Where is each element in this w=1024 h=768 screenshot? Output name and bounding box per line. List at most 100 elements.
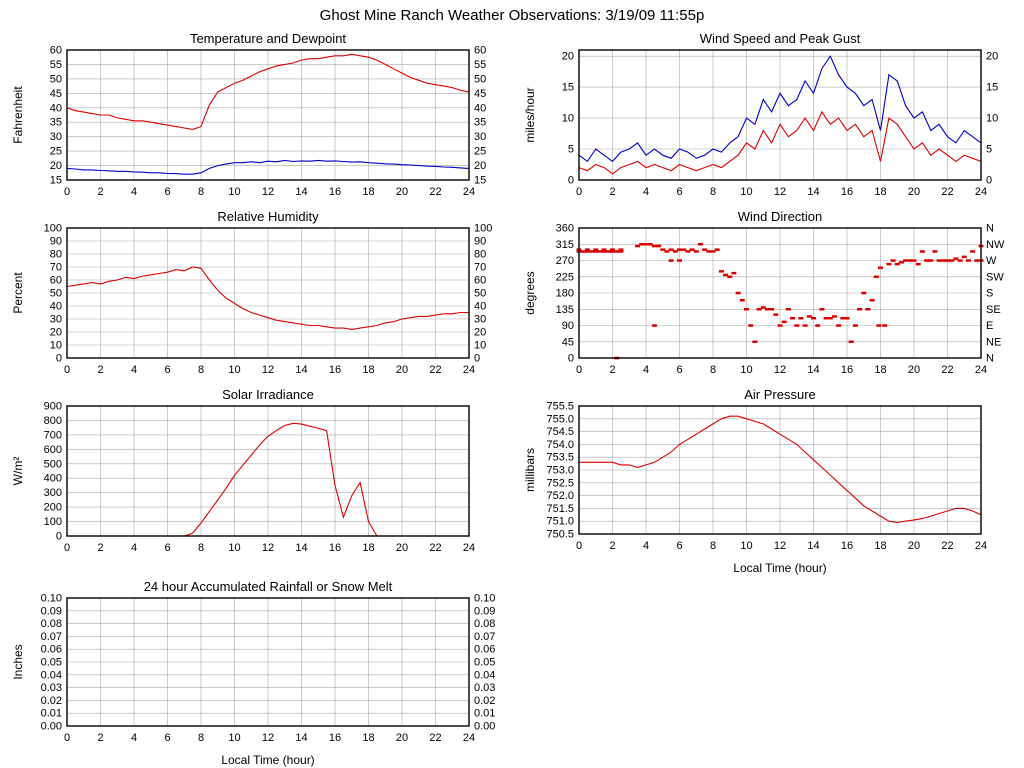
svg-text:270: 270	[556, 255, 574, 267]
svg-text:20: 20	[396, 364, 408, 376]
svg-text:45: 45	[50, 88, 62, 100]
svg-text:0.02: 0.02	[41, 695, 62, 707]
svg-text:900: 900	[44, 401, 62, 413]
svg-text:8: 8	[198, 542, 204, 554]
svg-text:10: 10	[740, 540, 752, 552]
svg-text:16: 16	[329, 364, 341, 376]
svg-text:100: 100	[44, 223, 62, 235]
svg-text:8: 8	[710, 540, 716, 552]
svg-text:80: 80	[474, 249, 486, 261]
svg-text:Local Time (hour): Local Time (hour)	[221, 753, 314, 767]
svg-text:2: 2	[609, 540, 615, 552]
svg-text:12: 12	[262, 186, 274, 198]
svg-text:50: 50	[474, 73, 486, 85]
svg-text:20: 20	[986, 51, 998, 63]
svg-text:60: 60	[50, 45, 62, 57]
svg-text:2: 2	[97, 186, 103, 198]
svg-text:Local Time (hour): Local Time (hour)	[733, 561, 826, 575]
svg-text:315: 315	[556, 239, 574, 251]
svg-text:750.5: 750.5	[546, 529, 574, 541]
svg-text:8: 8	[710, 186, 716, 198]
svg-text:12: 12	[774, 186, 786, 198]
svg-text:16: 16	[329, 732, 341, 744]
svg-text:Wind Direction: Wind Direction	[738, 209, 823, 224]
svg-text:24: 24	[975, 540, 987, 552]
svg-text:14: 14	[807, 364, 819, 376]
svg-text:90: 90	[562, 320, 574, 332]
svg-text:400: 400	[44, 473, 62, 485]
svg-text:20: 20	[908, 364, 920, 376]
svg-text:6: 6	[164, 186, 170, 198]
svg-text:4: 4	[131, 364, 137, 376]
svg-text:300: 300	[44, 487, 62, 499]
svg-text:0: 0	[474, 353, 480, 365]
svg-text:80: 80	[50, 249, 62, 261]
svg-text:2: 2	[609, 186, 615, 198]
svg-text:0.05: 0.05	[41, 657, 62, 669]
svg-text:0.04: 0.04	[41, 669, 62, 681]
svg-text:millibars: millibars	[523, 448, 537, 492]
svg-text:8: 8	[198, 364, 204, 376]
svg-text:40: 40	[474, 102, 486, 114]
svg-text:70: 70	[50, 262, 62, 274]
svg-text:Temperature and Dewpoint: Temperature and Dewpoint	[190, 31, 346, 46]
svg-text:20: 20	[396, 542, 408, 554]
svg-text:E: E	[986, 320, 993, 332]
svg-text:18: 18	[362, 186, 374, 198]
svg-text:70: 70	[474, 262, 486, 274]
svg-text:0.07: 0.07	[474, 631, 495, 643]
svg-text:Inches: Inches	[11, 644, 25, 679]
svg-text:200: 200	[44, 502, 62, 514]
svg-text:20: 20	[562, 51, 574, 63]
svg-text:600: 600	[44, 444, 62, 456]
svg-text:2: 2	[97, 732, 103, 744]
svg-text:0: 0	[576, 364, 582, 376]
svg-text:0: 0	[986, 175, 992, 187]
svg-text:24: 24	[463, 542, 475, 554]
svg-text:12: 12	[774, 364, 786, 376]
svg-text:4: 4	[131, 542, 137, 554]
svg-text:4: 4	[643, 540, 649, 552]
svg-text:NE: NE	[986, 336, 1001, 348]
svg-text:5: 5	[568, 144, 574, 156]
svg-text:754.5: 754.5	[546, 426, 574, 438]
svg-text:18: 18	[362, 732, 374, 744]
svg-text:24 hour Accumulated Rainfall o: 24 hour Accumulated Rainfall or Snow Mel…	[144, 579, 393, 594]
svg-text:8: 8	[710, 364, 716, 376]
svg-text:500: 500	[44, 458, 62, 470]
svg-text:360: 360	[556, 223, 574, 235]
svg-text:700: 700	[44, 429, 62, 441]
svg-text:755.5: 755.5	[546, 401, 574, 413]
svg-text:90: 90	[474, 236, 486, 248]
svg-text:40: 40	[50, 301, 62, 313]
svg-text:20: 20	[396, 732, 408, 744]
svg-text:0.03: 0.03	[474, 682, 495, 694]
svg-text:18: 18	[874, 364, 886, 376]
svg-text:W: W	[986, 255, 997, 267]
svg-text:6: 6	[164, 542, 170, 554]
svg-text:40: 40	[474, 301, 486, 313]
svg-text:6: 6	[676, 364, 682, 376]
svg-text:Solar Irradiance: Solar Irradiance	[222, 387, 314, 402]
svg-text:0.09: 0.09	[41, 605, 62, 617]
chart-air-pressure: 750.5 751.0 751.5 752.0 752.5 753.0 753.5 754.0…	[517, 386, 1019, 578]
svg-text:22: 22	[941, 364, 953, 376]
svg-text:0.10: 0.10	[41, 593, 62, 605]
svg-text:8: 8	[198, 186, 204, 198]
svg-text:10: 10	[228, 732, 240, 744]
svg-text:16: 16	[329, 542, 341, 554]
svg-text:15: 15	[474, 175, 486, 187]
svg-text:6: 6	[164, 364, 170, 376]
svg-text:20: 20	[474, 160, 486, 172]
svg-text:N: N	[986, 223, 994, 235]
svg-text:2: 2	[97, 364, 103, 376]
svg-text:4: 4	[131, 732, 137, 744]
svg-text:20: 20	[908, 186, 920, 198]
svg-text:22: 22	[429, 542, 441, 554]
svg-text:753.5: 753.5	[546, 452, 574, 464]
svg-text:miles/hour: miles/hour	[523, 87, 537, 142]
svg-text:0.00: 0.00	[474, 721, 495, 733]
svg-text:0.04: 0.04	[474, 669, 495, 681]
svg-text:15: 15	[986, 82, 998, 94]
charts-grid: 15 15 20 20 25 25 30 30 35 35 40 40 45 45 50 50 55 55 60 60…	[0, 30, 1024, 768]
